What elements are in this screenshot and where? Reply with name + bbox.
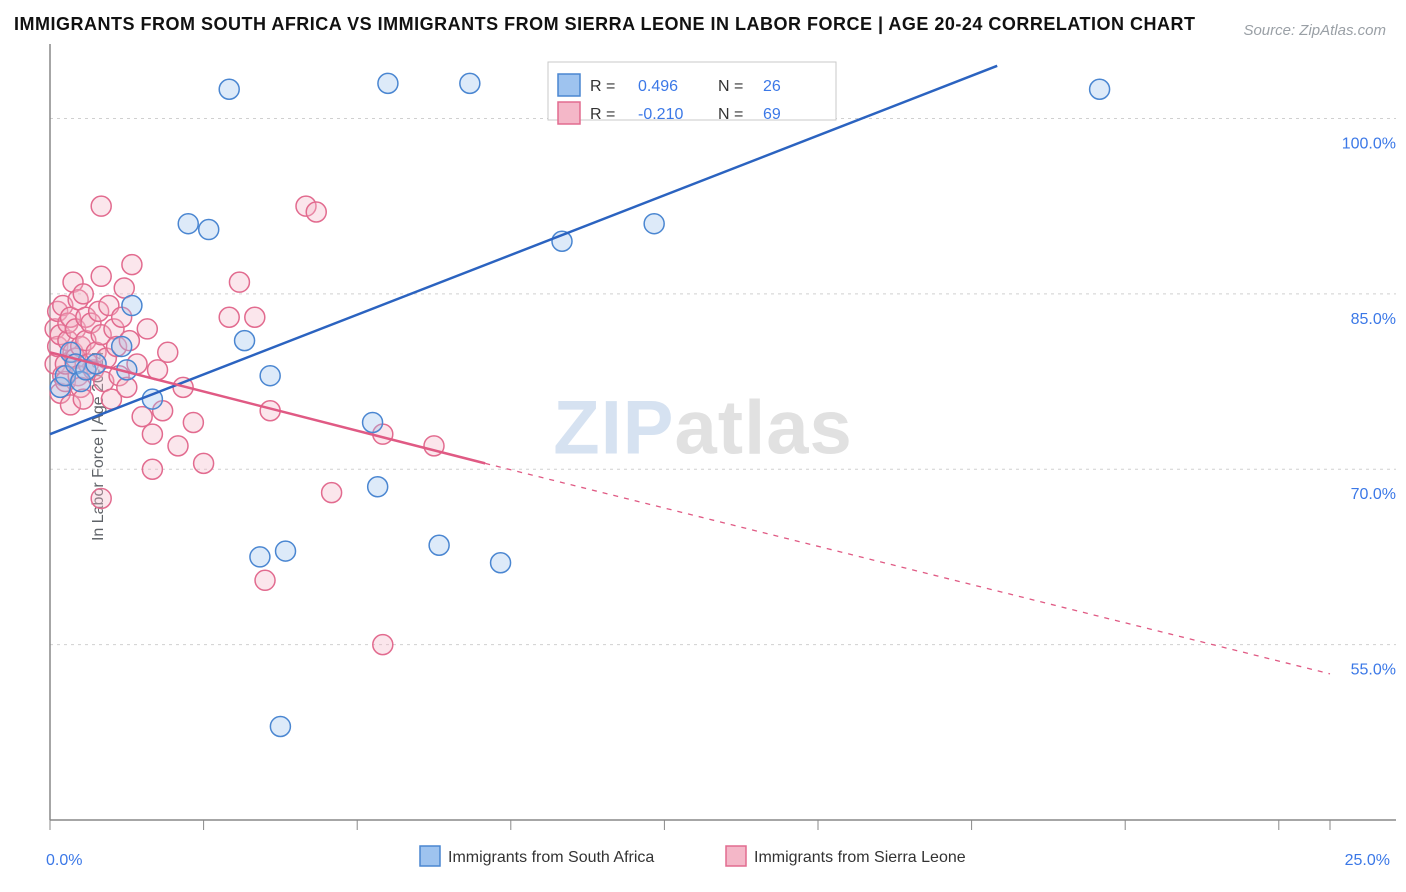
trend-line-series-b-dashed bbox=[485, 463, 1330, 673]
scatter-point-series-b bbox=[142, 424, 162, 444]
scatter-point-series-b bbox=[91, 196, 111, 216]
trend-line-series-a bbox=[50, 66, 997, 434]
scatter-point-series-b bbox=[306, 202, 326, 222]
legend-r-value: 0.496 bbox=[638, 78, 678, 95]
scatter-point-series-b bbox=[229, 272, 249, 292]
scatter-point-series-a bbox=[1090, 79, 1110, 99]
scatter-point-series-a bbox=[270, 716, 290, 736]
y-tick-label: 100.0% bbox=[1342, 135, 1396, 152]
scatter-point-series-a bbox=[368, 477, 388, 497]
legend-n-label: N = bbox=[718, 106, 743, 123]
x-tick-label: 0.0% bbox=[46, 852, 82, 869]
scatter-point-series-b bbox=[168, 436, 188, 456]
y-tick-label: 55.0% bbox=[1351, 662, 1396, 679]
legend-r-label: R = bbox=[590, 106, 615, 123]
scatter-point-series-a bbox=[644, 214, 664, 234]
scatter-point-series-a bbox=[460, 73, 480, 93]
scatter-point-series-b bbox=[158, 342, 178, 362]
legend-r-label: R = bbox=[590, 78, 615, 95]
scatter-point-series-b bbox=[142, 459, 162, 479]
scatter-point-series-a bbox=[276, 541, 296, 561]
scatter-point-series-b bbox=[245, 307, 265, 327]
scatter-point-series-b bbox=[73, 284, 93, 304]
scatter-point-series-b bbox=[373, 635, 393, 655]
legend-n-label: N = bbox=[718, 78, 743, 95]
scatter-point-series-a bbox=[429, 535, 449, 555]
scatter-point-series-b bbox=[132, 407, 152, 427]
scatter-point-series-a bbox=[260, 366, 280, 386]
y-tick-label: 85.0% bbox=[1351, 311, 1396, 328]
legend-n-value: 69 bbox=[763, 106, 781, 123]
y-tick-label: 70.0% bbox=[1351, 486, 1396, 503]
scatter-point-series-b bbox=[91, 266, 111, 286]
scatter-point-series-a bbox=[112, 336, 132, 356]
legend-r-value: -0.210 bbox=[638, 106, 683, 123]
legend-n-value: 26 bbox=[763, 78, 781, 95]
scatter-plot: 0.0% 25.0% 55.0% 70.0% 85.0% 100.0% R = 0.496 N … bbox=[0, 0, 1406, 892]
scatter-point-series-a bbox=[378, 73, 398, 93]
scatter-point-series-a bbox=[122, 296, 142, 316]
x-tick-label: 25.0% bbox=[1345, 852, 1390, 869]
scatter-point-series-a bbox=[178, 214, 198, 234]
series-legend-label: Immigrants from South Africa bbox=[448, 849, 654, 866]
scatter-point-series-b bbox=[122, 255, 142, 275]
scatter-point-series-a bbox=[199, 220, 219, 240]
scatter-point-series-b bbox=[183, 412, 203, 432]
legend-swatch bbox=[558, 74, 580, 96]
scatter-point-series-b bbox=[255, 570, 275, 590]
series-legend-swatch bbox=[726, 846, 746, 866]
scatter-point-series-a bbox=[219, 79, 239, 99]
scatter-point-series-b bbox=[219, 307, 239, 327]
scatter-point-series-a bbox=[250, 547, 270, 567]
scatter-point-series-b bbox=[322, 483, 342, 503]
scatter-point-series-b bbox=[137, 319, 157, 339]
scatter-point-series-b bbox=[194, 453, 214, 473]
scatter-point-series-b bbox=[73, 389, 93, 409]
scatter-point-series-a bbox=[235, 331, 255, 351]
series-legend-swatch bbox=[420, 846, 440, 866]
series-legend-label: Immigrants from Sierra Leone bbox=[754, 849, 966, 866]
legend-swatch bbox=[558, 102, 580, 124]
chart-container: IMMIGRANTS FROM SOUTH AFRICA VS IMMIGRAN… bbox=[0, 0, 1406, 892]
scatter-point-series-a bbox=[491, 553, 511, 573]
scatter-point-series-b bbox=[91, 488, 111, 508]
scatter-point-series-a bbox=[363, 412, 383, 432]
